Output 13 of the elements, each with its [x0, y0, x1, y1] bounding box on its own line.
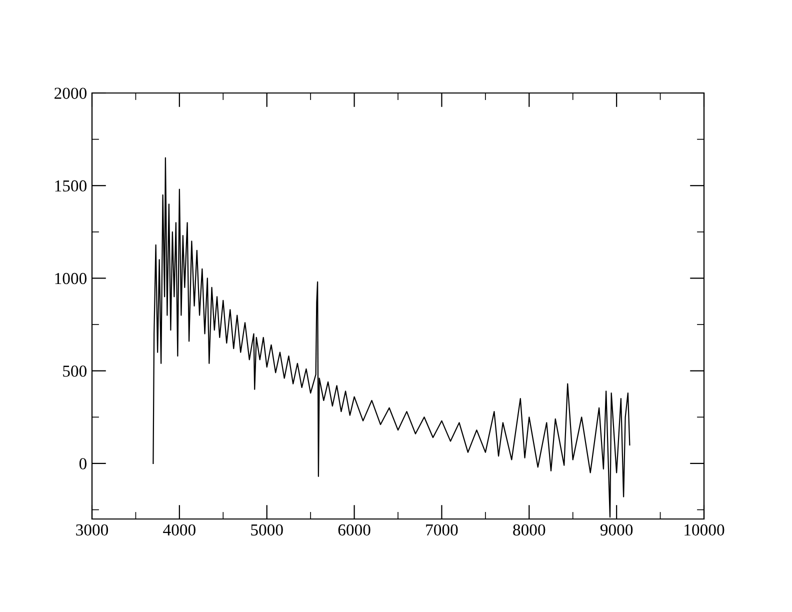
y-tick-label: 0: [79, 458, 87, 470]
x-tick-label: 6000: [338, 524, 370, 536]
x-tick-label: 5000: [251, 524, 283, 536]
x-tick-label: 8000: [513, 524, 546, 536]
y-tick-label: 2000: [54, 88, 87, 99]
y-tick-label: 500: [63, 366, 87, 377]
y-tick-label: 1000: [55, 272, 87, 284]
x-tick-label: 4000: [163, 524, 196, 536]
x-tick-label: 9000: [600, 524, 633, 536]
x-tick-label: 7000: [426, 524, 458, 536]
x-tick-label: 10000: [684, 524, 724, 536]
x-tick-label: 3000: [76, 524, 108, 536]
y-tick-label: 1500: [55, 180, 87, 192]
